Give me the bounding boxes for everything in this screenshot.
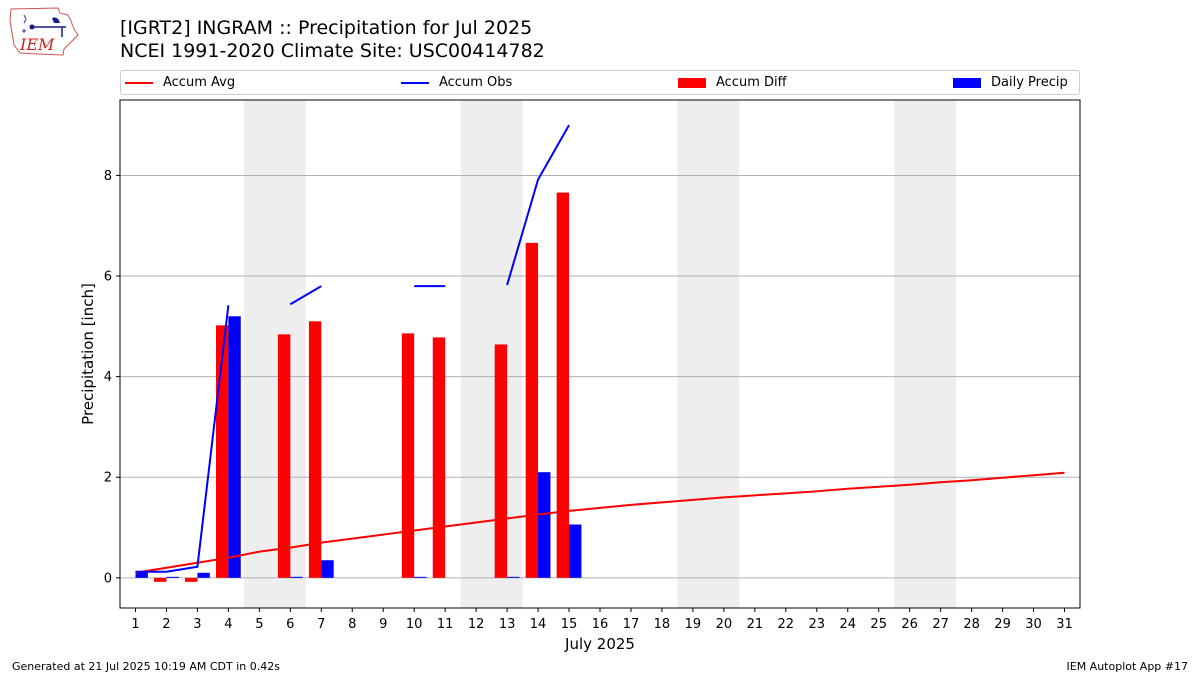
daily-precip-bar-day-13 [507,576,520,578]
x-tick-label-25: 25 [870,617,887,632]
y-axis-ticks: 0 2 4 6 8 [104,169,120,586]
legend-swatch-accum-diff [678,77,706,88]
accum-diff-bar-day-7 [308,321,322,578]
daily-precip-bar-day-14 [538,472,551,578]
accum-diff-bar-day-15 [556,192,570,578]
accum-diff-bar-day-2 [154,577,167,582]
x-tick-label-10: 10 [406,617,423,632]
legend-label-accum-avg: Accum Avg [163,75,236,90]
x-tick-label-19: 19 [685,617,702,632]
logo-text: IEM [19,35,55,54]
x-tick-label-1: 1 [131,617,139,632]
legend-label-accum-obs: Accum Obs [439,75,513,90]
chart-subtitle: NCEI 1991-2020 Climate Site: USC00414782 [120,40,545,62]
x-tick-label-30: 30 [1025,617,1042,632]
weekend-shade-day-20 [708,100,740,608]
x-tick-label-20: 20 [716,617,733,632]
daily-precip-bar-day-7 [321,560,334,578]
y-tick-label-4: 4 [104,370,112,385]
x-tick-label-9: 9 [379,617,387,632]
x-tick-label-22: 22 [778,617,795,632]
daily-precip-bar-day-6 [290,576,303,578]
accum-diff-bar-day-3 [185,577,198,582]
x-tick-label-8: 8 [348,617,356,632]
legend-item-accum-obs: Accum Obs [401,71,512,94]
accum-obs-segment-3 [506,124,570,286]
generated-timestamp: Generated at 21 Jul 2025 10:19 AM CDT in… [12,660,280,673]
x-tick-label-28: 28 [963,617,980,632]
x-tick-label-7: 7 [317,617,325,632]
accum-diff-bar-day-14 [525,242,539,578]
accum-avg-polyline [135,471,1065,574]
x-tick-label-31: 31 [1056,617,1073,632]
accum-obs-line [135,124,570,573]
chart-legend: Accum Avg Accum Obs Accum Diff Daily Pre… [120,70,1080,95]
x-tick-label-21: 21 [747,617,764,632]
legend-item-accum-diff: Accum Diff [678,71,787,94]
app-credit: IEM Autoplot App #17 [1066,660,1189,673]
x-tick-label-5: 5 [255,617,263,632]
x-tick-label-4: 4 [224,617,232,632]
daily-precip-bar-day-15 [569,524,582,578]
accum-diff-bar-day-10 [401,333,415,578]
weekend-shade-day-19 [677,100,709,608]
legend-swatch-accum-avg [125,81,153,84]
x-tick-label-11: 11 [437,617,454,632]
y-tick-label-2: 2 [104,471,112,486]
weekend-shade-day-27 [925,100,957,608]
y-tick-label-8: 8 [104,169,112,184]
legend-label-accum-diff: Accum Diff [716,75,787,90]
accum-diff-bar-day-11 [432,337,446,578]
x-tick-label-13: 13 [499,617,516,632]
accum-obs-segment-0 [135,305,230,573]
weekend-shade-day-5 [243,100,275,608]
x-tick-label-6: 6 [286,617,294,632]
x-tick-label-24: 24 [839,617,856,632]
y-tick-label-6: 6 [104,270,112,285]
y-tick-label-0: 0 [104,571,112,586]
legend-item-accum-avg: Accum Avg [125,71,235,94]
weekend-shading [243,100,957,608]
x-tick-label-26: 26 [901,617,918,632]
accum-diff-bar-day-13 [494,344,508,578]
daily-precip-bar-day-4 [228,316,241,578]
daily-precip-bars [135,316,582,578]
iem-logo: IEM [9,7,79,56]
accum-avg-line [135,471,1065,574]
y-gridlines [120,174,1080,579]
x-tick-label-2: 2 [162,617,170,632]
weekend-shade-day-12 [460,100,492,608]
daily-precip-bar-day-3 [197,572,210,578]
x-tick-label-29: 29 [994,617,1011,632]
x-tick-label-12: 12 [468,617,485,632]
x-axis-ticks: 1 2 3 4 5 6 7 8 9 10 11 12 13 14 15 16 17 18 19 20 21 22 23 24 2… [131,608,1073,632]
daily-precip-bar-day-2 [166,576,179,578]
weekend-shade-day-26 [894,100,926,608]
x-tick-label-17: 17 [623,617,640,632]
legend-label-daily-precip: Daily Precip [991,75,1068,90]
x-tick-label-23: 23 [809,617,826,632]
daily-precip-bar-day-1 [135,571,148,578]
legend-swatch-accum-obs [401,81,429,84]
chart-title: [IGRT2] INGRAM :: Precipitation for Jul … [120,17,533,39]
legend-swatch-daily-precip [953,77,981,88]
legend-item-daily-precip: Daily Precip [953,71,1068,94]
x-tick-label-18: 18 [654,617,671,632]
x-tick-label-15: 15 [561,617,578,632]
daily-precip-bar-day-10 [414,576,427,578]
x-axis-label: July 2025 [564,635,635,653]
accum-obs-segment-1 [289,285,322,306]
x-tick-label-16: 16 [592,617,609,632]
accum-diff-bar-day-6 [277,334,291,578]
x-tick-label-3: 3 [193,617,201,632]
y-axis-label: Precipitation [inch] [79,283,97,425]
x-tick-label-27: 27 [932,617,949,632]
x-tick-label-14: 14 [530,617,547,632]
